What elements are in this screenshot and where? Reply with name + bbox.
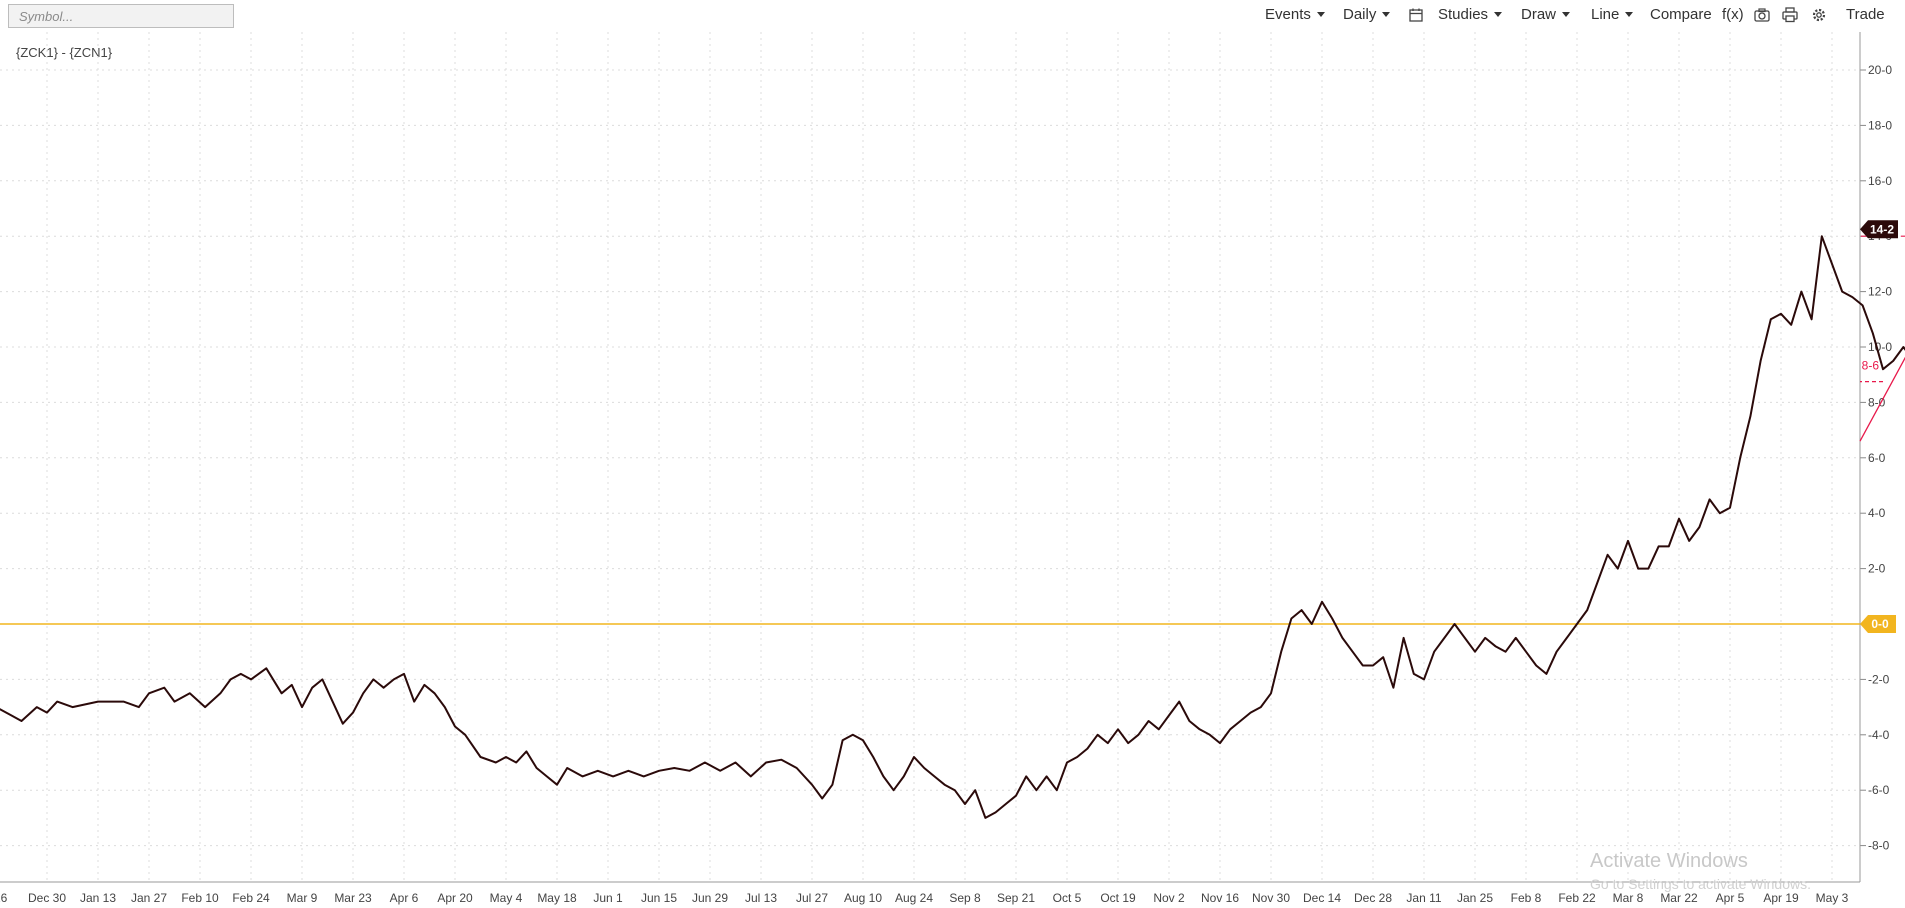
events-label: Events bbox=[1265, 6, 1311, 23]
x-tick-label: Feb 8 bbox=[1511, 891, 1542, 905]
y-tick-label: 16-0 bbox=[1868, 174, 1892, 188]
last-value-label: 14-2 bbox=[1870, 222, 1894, 236]
watermark-subtitle: Go to Settings to activate Windows. bbox=[1590, 876, 1811, 892]
y-tick-label: 8-0 bbox=[1868, 395, 1886, 409]
trade-button[interactable]: Trade bbox=[1846, 6, 1885, 23]
x-tick-label: Mar 9 bbox=[287, 891, 318, 905]
annotation-8-6: 8-6 bbox=[1862, 359, 1880, 373]
x-tick-label: Jan 13 bbox=[80, 891, 116, 905]
chevron-down-icon bbox=[1625, 12, 1634, 17]
x-tick-label: Aug 24 bbox=[895, 891, 933, 905]
x-tick-label: Mar 22 bbox=[1660, 891, 1698, 905]
x-tick-label: Sep 8 bbox=[949, 891, 981, 905]
camera-icon[interactable] bbox=[1753, 6, 1771, 24]
toolbar: Events Daily Studies Draw Line Compare f… bbox=[0, 0, 1905, 32]
x-tick-label: Apr 19 bbox=[1763, 891, 1799, 905]
y-tick-label: 20-0 bbox=[1868, 63, 1892, 77]
watermark-title: Activate Windows bbox=[1590, 850, 1748, 872]
zero-value-badge bbox=[1860, 615, 1896, 633]
compare-label: Compare bbox=[1650, 6, 1712, 23]
x-tick-label: Jan 27 bbox=[131, 891, 167, 905]
x-tick-label: c 16 bbox=[0, 891, 8, 905]
x-tick-label: Sep 21 bbox=[997, 891, 1035, 905]
interval-label: Daily bbox=[1343, 6, 1377, 23]
x-tick-label: Mar 23 bbox=[334, 891, 372, 905]
chevron-down-icon bbox=[1494, 12, 1503, 17]
price-chart[interactable]: c 16 Dec 30 Jan 13 Jan 27 Feb 10 Feb 24 Mar 9 M… bbox=[0, 32, 1905, 908]
y-tick-label: -2-0 bbox=[1868, 672, 1890, 686]
chevron-down-icon bbox=[1382, 12, 1391, 17]
y-tick-label: -8-0 bbox=[1868, 839, 1890, 853]
x-tick-label: May 3 bbox=[1816, 891, 1849, 905]
draw-label: Draw bbox=[1521, 6, 1557, 23]
x-tick-label: Jul 27 bbox=[796, 891, 828, 905]
x-tick-label: Jun 29 bbox=[692, 891, 728, 905]
x-tick-label: Dec 28 bbox=[1354, 891, 1392, 905]
x-tick-label: Jan 11 bbox=[1406, 891, 1441, 905]
x-tick-label: Oct 5 bbox=[1053, 891, 1082, 905]
last-value-badge bbox=[1860, 220, 1898, 239]
x-tick-label: Apr 20 bbox=[437, 891, 473, 905]
y-tick-label: -4-0 bbox=[1868, 728, 1890, 742]
y-tick-label: 6-0 bbox=[1868, 451, 1886, 465]
x-tick-label: Nov 30 bbox=[1252, 891, 1290, 905]
x-tick-label: May 4 bbox=[490, 891, 523, 905]
x-tick-label: Nov 16 bbox=[1201, 891, 1239, 905]
x-tick-label: Oct 19 bbox=[1100, 891, 1136, 905]
x-tick-label: Dec 14 bbox=[1303, 891, 1341, 905]
zero-value-label: 0-0 bbox=[1871, 617, 1889, 631]
studies-label: Studies bbox=[1438, 6, 1489, 23]
line-menu[interactable]: Line bbox=[1591, 6, 1634, 23]
x-tick-label: Apr 5 bbox=[1716, 891, 1745, 905]
events-menu[interactable]: Events bbox=[1265, 6, 1325, 23]
y-tick-label: 12-0 bbox=[1868, 285, 1892, 299]
x-tick-label: Feb 24 bbox=[232, 891, 270, 905]
price-line bbox=[0, 235, 1905, 819]
y-tick-label: 10-0 bbox=[1868, 340, 1892, 354]
x-tick-label: Apr 6 bbox=[390, 891, 419, 905]
trend-line bbox=[1859, 356, 1905, 442]
x-tick-label: Feb 10 bbox=[181, 891, 219, 905]
x-tick-label: Jul 13 bbox=[745, 891, 777, 905]
x-tick-label: May 18 bbox=[537, 891, 577, 905]
y-tick-label: 2-0 bbox=[1868, 562, 1886, 576]
print-icon[interactable] bbox=[1781, 6, 1799, 24]
x-tick-label: Dec 30 bbox=[28, 891, 66, 905]
y-tick-label: 4-0 bbox=[1868, 506, 1886, 520]
chevron-down-icon bbox=[1316, 12, 1325, 17]
chevron-down-icon bbox=[1562, 12, 1571, 17]
fx-button[interactable]: f(x) bbox=[1722, 6, 1744, 23]
gear-icon[interactable] bbox=[1810, 6, 1828, 24]
draw-menu[interactable]: Draw bbox=[1521, 6, 1571, 23]
x-tick-label: Mar 8 bbox=[1613, 891, 1644, 905]
y-tick-label: -6-0 bbox=[1868, 783, 1890, 797]
trade-label: Trade bbox=[1846, 6, 1885, 23]
chart-title: {ZCK1} - {ZCN1} bbox=[16, 45, 113, 60]
x-tick-label: Nov 2 bbox=[1153, 891, 1185, 905]
line-label: Line bbox=[1591, 6, 1620, 23]
x-tick-label: Jan 25 bbox=[1457, 891, 1493, 905]
x-tick-label: Jun 1 bbox=[593, 891, 623, 905]
x-tick-label: Jun 15 bbox=[641, 891, 677, 905]
x-tick-label: Aug 10 bbox=[844, 891, 882, 905]
interval-menu[interactable]: Daily bbox=[1343, 6, 1391, 23]
symbol-input[interactable] bbox=[8, 4, 234, 28]
studies-menu[interactable]: Studies bbox=[1438, 6, 1503, 23]
y-tick-label: 18-0 bbox=[1868, 118, 1892, 132]
compare-button[interactable]: Compare bbox=[1650, 6, 1712, 23]
calendar-icon[interactable] bbox=[1407, 6, 1425, 24]
x-tick-label: Feb 22 bbox=[1558, 891, 1596, 905]
fx-label: f(x) bbox=[1722, 6, 1744, 23]
